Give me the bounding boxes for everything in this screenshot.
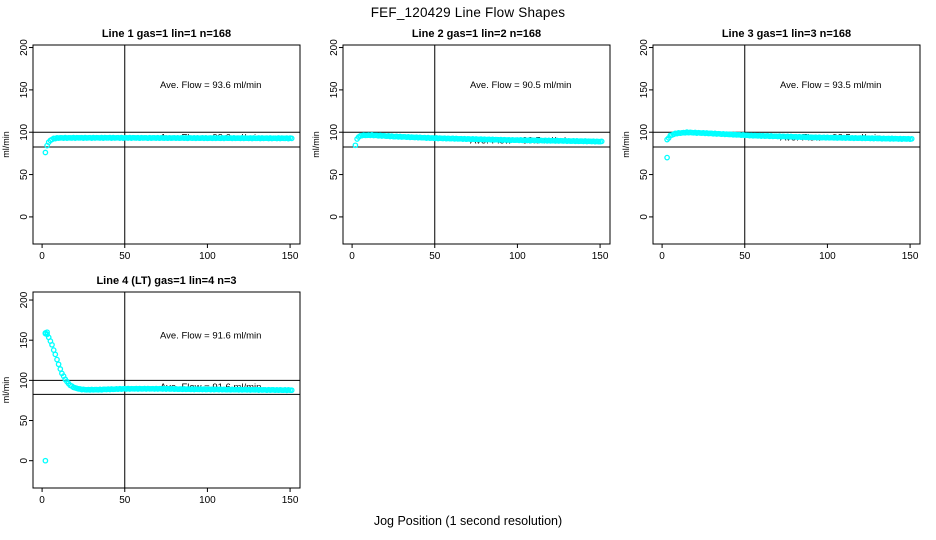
- y-tick-label: 0: [329, 214, 340, 220]
- y-tick-label: 200: [639, 39, 650, 56]
- data-point: [352, 142, 359, 149]
- y-tick-label: 200: [19, 39, 30, 56]
- x-tick-label: 150: [592, 251, 609, 262]
- data-point: [288, 387, 295, 394]
- x-tick-label: 0: [349, 251, 355, 262]
- plot-box: [32, 44, 301, 245]
- x-tick-label: 100: [199, 251, 216, 262]
- x-tick-label: 150: [902, 251, 919, 262]
- y-tick-label: 50: [329, 169, 340, 181]
- ave-flow-annotation: Ave. Flow = 91.6 ml/min: [160, 331, 261, 342]
- y-axis-title: ml/min: [1, 131, 11, 158]
- x-tick-label: 150: [282, 495, 299, 506]
- panel-line-2: Line 2 gas=1 lin=2 n=168 Ave. Flow = 90.5…: [311, 28, 611, 262]
- panel-line-3: Line 3 gas=1 lin=3 n=168 Ave. Flow = 93.5…: [621, 28, 921, 262]
- y-tick-label: 150: [19, 81, 30, 98]
- plot-box: [32, 291, 301, 489]
- y-tick-label: 50: [19, 169, 30, 181]
- x-tick-label: 0: [39, 495, 45, 506]
- ave-flow-annotation: Ave. Flow = 93.6 ml/min: [160, 80, 261, 91]
- ave-flow-annotation: Ave. Flow = 90.5 ml/min: [470, 80, 571, 91]
- panel-title: Line 2 gas=1 lin=2 n=168: [412, 28, 541, 40]
- x-tick-label: 50: [429, 251, 441, 262]
- data-point: [908, 135, 915, 142]
- panel-title: Line 3 gas=1 lin=3 n=168: [722, 28, 851, 40]
- y-axis-title: ml/min: [621, 131, 631, 158]
- y-tick-label: 150: [639, 81, 650, 98]
- data-point: [54, 356, 60, 363]
- data-point: [42, 149, 49, 156]
- y-tick-label: 100: [19, 372, 30, 389]
- x-tick-label: 50: [739, 251, 751, 262]
- y-tick-label: 100: [19, 123, 30, 140]
- x-tick-label: 100: [509, 251, 526, 262]
- data-point: [288, 135, 295, 142]
- y-tick-label: 100: [639, 123, 650, 140]
- y-tick-label: 50: [19, 415, 30, 427]
- data-points: [42, 329, 295, 464]
- y-tick-label: 0: [19, 214, 30, 220]
- y-tick-label: 50: [639, 169, 650, 181]
- data-point: [42, 457, 49, 464]
- panel-title: Line 1 gas=1 lin=1 n=168: [102, 28, 231, 40]
- data-points: [352, 132, 605, 149]
- x-tick-label: 100: [819, 251, 836, 262]
- ave-flow-annotation: Ave. Flow = 93.5 ml/min: [780, 80, 881, 91]
- data-points: [42, 134, 295, 156]
- x-tick-label: 0: [659, 251, 665, 262]
- data-points: [664, 129, 915, 161]
- figure-title: FEF_120429 Line Flow Shapes: [370, 5, 566, 20]
- data-point: [52, 351, 59, 358]
- y-axis-title: ml/min: [1, 377, 11, 404]
- x-tick-label: 0: [39, 251, 45, 262]
- y-tick-label: 200: [329, 39, 340, 56]
- x-tick-label: 50: [119, 251, 131, 262]
- panel-title: Line 4 (LT) gas=1 lin=4 n=3: [96, 275, 236, 287]
- y-tick-label: 0: [19, 457, 30, 463]
- panel-line-4: Line 4 (LT) gas=1 lin=4 n=3 Ave. Flow = 9…: [1, 275, 301, 506]
- data-point: [598, 138, 605, 145]
- data-point: [55, 361, 62, 368]
- data-point: [49, 341, 55, 348]
- plot-box: [652, 44, 921, 245]
- y-axis-title: ml/min: [311, 131, 321, 158]
- plot-box: [342, 44, 611, 245]
- x-tick-label: 150: [282, 251, 299, 262]
- x-tick-label: 50: [119, 495, 131, 506]
- y-tick-label: 150: [329, 81, 340, 98]
- panel-line-1: Line 1 gas=1 lin=1 n=168 Ave. Flow = 93.6…: [1, 28, 301, 262]
- y-tick-label: 150: [19, 331, 30, 348]
- data-point: [664, 154, 670, 161]
- y-tick-label: 0: [639, 214, 650, 220]
- data-point: [57, 366, 64, 372]
- y-tick-label: 200: [19, 291, 30, 308]
- x-tick-label: 100: [199, 495, 216, 506]
- y-tick-label: 100: [329, 123, 340, 140]
- x-axis-label: Jog Position (1 second resolution): [373, 514, 563, 528]
